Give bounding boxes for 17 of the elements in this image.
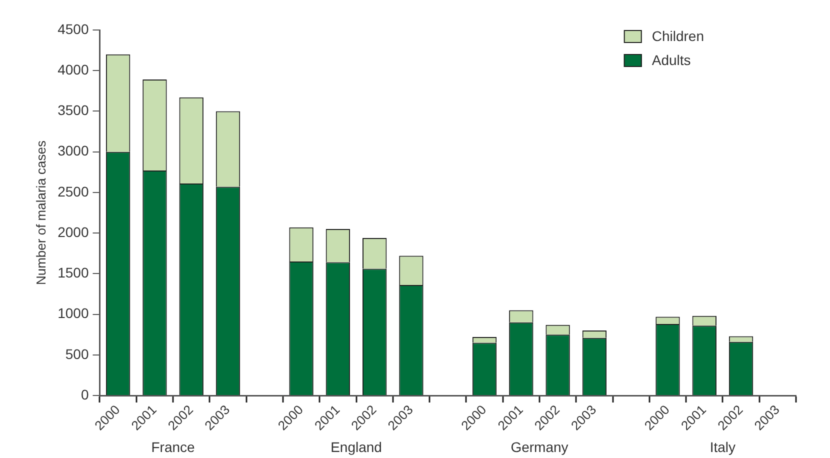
text: Italy bbox=[710, 439, 736, 455]
y-tick-label: 4500 bbox=[58, 20, 89, 37]
legend-label: Adults bbox=[652, 52, 691, 68]
legend-label: Children bbox=[652, 28, 704, 44]
y-tick-label: 3500 bbox=[58, 102, 89, 118]
y-tick-label: 4000 bbox=[58, 61, 89, 78]
y-tick-label: 500 bbox=[65, 346, 89, 362]
y-tick-label: 2500 bbox=[58, 183, 89, 200]
y-tick-label: 0 bbox=[80, 386, 89, 402]
y-tick-label: 2000 bbox=[58, 224, 89, 240]
y-tick-label: 3000 bbox=[58, 142, 89, 159]
y-tick-label: 1500 bbox=[58, 264, 89, 281]
text: France bbox=[151, 439, 196, 455]
text: England bbox=[330, 439, 382, 455]
text: Germany bbox=[510, 439, 568, 455]
y-tick-label: 1000 bbox=[58, 305, 89, 322]
y-axis-title: Number of malaria cases bbox=[33, 140, 48, 286]
